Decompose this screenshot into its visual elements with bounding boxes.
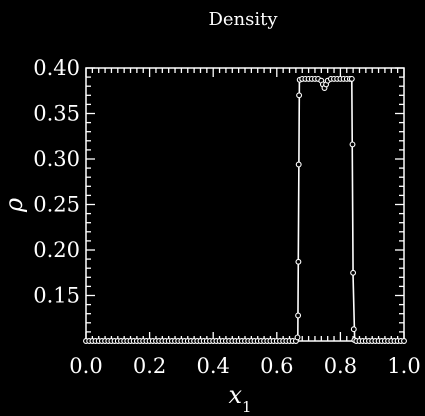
data-point [401,338,407,344]
data-point [295,312,302,319]
data-point [296,92,303,99]
series-markers-group [83,75,407,344]
data-point [348,75,355,82]
data-point [295,161,302,168]
y-tick-label: 0.20 [33,238,80,262]
series-line-group [86,78,404,342]
plot-area [85,67,405,342]
y-tick-label: 0.35 [33,102,80,126]
x-tick-label: 0.6 [260,354,293,378]
y-tick-labels: 0.15 0.20 0.25 0.30 0.35 0.40 [33,56,80,308]
data-point [349,141,356,148]
y-tick-label: 0.15 [33,284,80,308]
x-tick-label: 1.0 [387,354,420,378]
axis-ticks [85,67,405,341]
plot-frame [85,67,405,342]
chart-title: Density [208,9,278,30]
data-point [350,326,357,333]
x-tick-labels: 0.0 0.2 0.4 0.6 0.8 1.0 [69,354,420,378]
x-tick-label: 0.4 [196,354,229,378]
x-tick-label: 0.2 [133,354,166,378]
x-tick-label: 0.8 [324,354,357,378]
y-axis-label: ρ [0,198,28,213]
y-tick-label: 0.40 [33,56,80,80]
x-tick-label: 0.0 [69,354,102,378]
density-line [86,78,404,342]
y-tick-label: 0.30 [33,147,80,171]
y-tick-label: 0.25 [33,193,80,217]
data-point [294,334,301,341]
data-point [295,258,302,265]
data-point [350,269,357,276]
x-axis-label-subscript: 1 [242,398,252,416]
x-axis-label: x1 [228,381,251,416]
x-axis-label-main: x [228,381,242,409]
